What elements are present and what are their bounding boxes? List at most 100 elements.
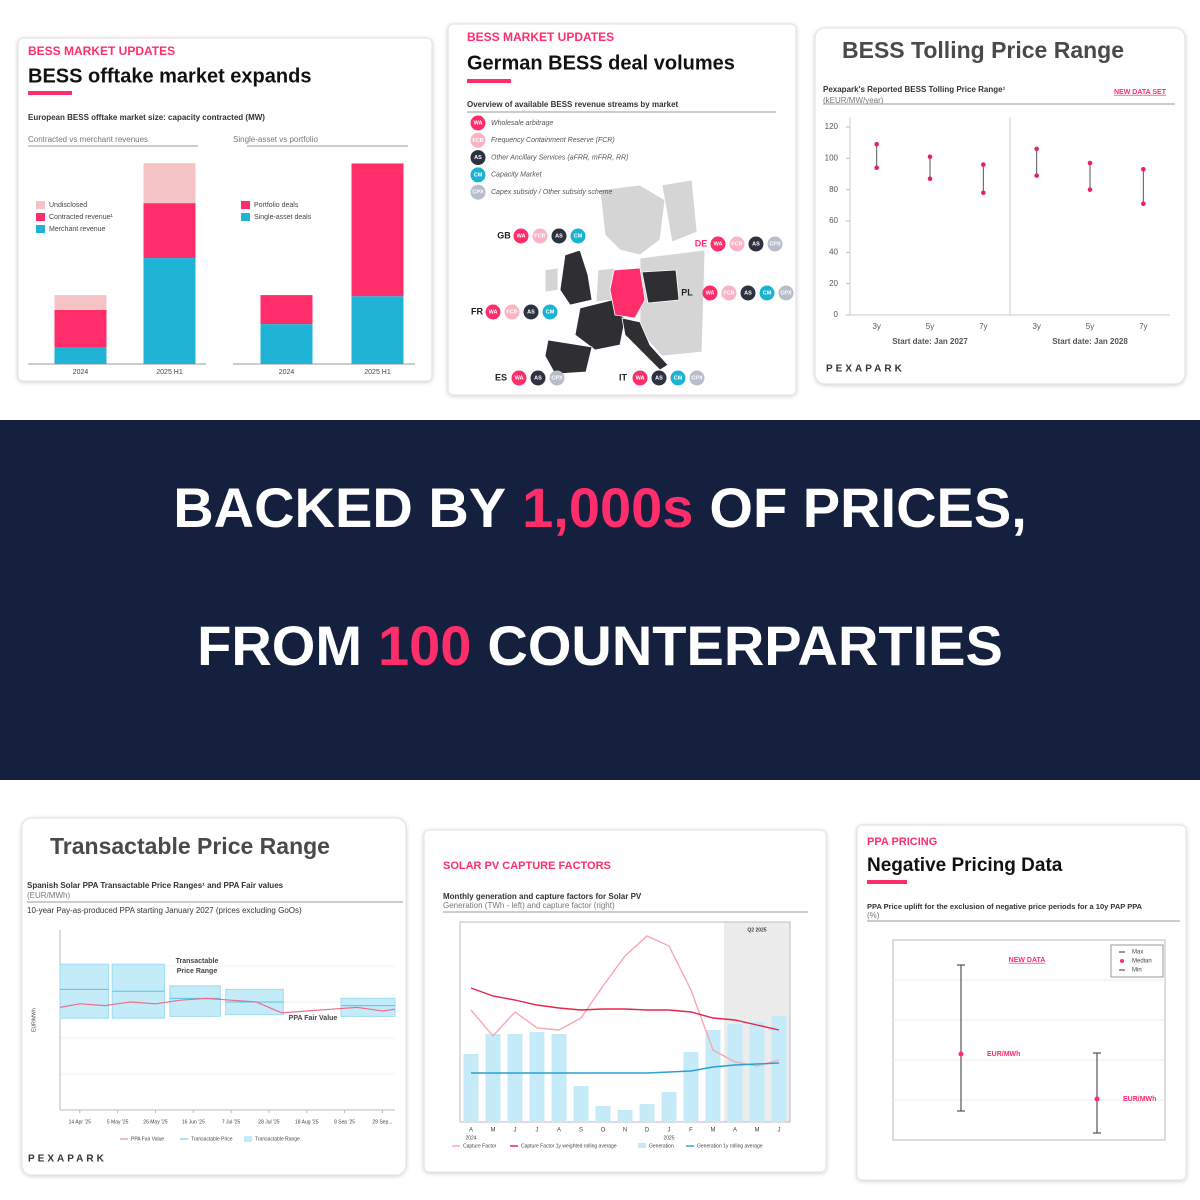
badge-label: WA [636,375,645,381]
x-tick-label: 2024 [279,369,295,376]
year-label: 2025 [663,1135,674,1141]
badge-label: CM [763,290,772,296]
x-tick-label: 8 Sep '25 [334,1119,355,1125]
badge-label: CPX [691,375,703,381]
bar [573,1086,589,1122]
stream-label: Frequency Containment Reserve (FCR) [491,137,615,144]
max-dot [1141,167,1146,172]
panel-subtitle: Spanish Solar PPA Transactable Price Ran… [27,881,284,890]
x-tick-label: 7y [979,322,987,331]
median-dot [958,1051,964,1057]
country-label: IT [619,372,628,382]
bar [683,1052,699,1122]
group-label: Start date: Jan 2027 [892,337,968,346]
x-tick-label: 28 Jul '25 [258,1119,279,1125]
badge-label: FCR [731,241,742,247]
stream-label: Other Ancillary Services (aFRR, mFRR, RR… [491,154,628,161]
legend-label: Transactable Price [191,1136,233,1142]
badge [530,370,546,386]
x-tick-label: A [469,1128,473,1134]
badge [651,370,667,386]
legend-swatch [1120,959,1124,963]
banner-line: BACKED BY 1,000s OF PRICES, [173,476,1027,539]
bar [529,1032,545,1122]
bar [705,1030,721,1122]
bar [749,1022,765,1122]
bar [727,1024,743,1122]
median-dot [1094,1096,1100,1102]
legend-label: Portfolio deals [254,202,299,209]
badge [470,115,486,131]
legend-label: Single-asset deals [254,214,312,221]
badge-label: CPX [769,241,781,247]
legend-label: Generation 1y rolling average [697,1143,763,1149]
bar-segment [351,296,404,364]
max-dot [874,141,879,147]
legend-label: Transactable Range [255,1136,300,1142]
legend-label: Capture Factor 1y weighted rolling avera… [521,1143,617,1149]
x-tick-label: J [668,1128,671,1134]
x-tick-label: O [601,1128,606,1134]
x-tick-label: F [689,1128,693,1134]
map-country [641,269,680,304]
badge [729,236,745,252]
x-tick-label: M [711,1128,716,1134]
map-region [544,267,559,293]
panel-frame [17,37,433,382]
legend-swatch [244,1136,252,1142]
y-tick-label: 40 [829,247,838,256]
banner-background [0,420,1200,780]
x-tick-label: 2025 H1 [364,369,391,376]
banner-word: 1,000s [522,476,693,539]
kicker: BESS MARKET UPDATES [28,44,175,58]
max-dot [927,154,933,160]
badge-label: AS [527,309,535,315]
bar [661,1092,677,1122]
bar-segment [143,258,196,364]
logo: PEXAPARK [826,364,905,375]
min-dot [1087,187,1093,192]
kicker: BESS MARKET UPDATES [467,30,614,44]
legend-label: Median [1132,959,1152,965]
panel-frame [856,824,1187,1181]
legend-label: Min [1132,968,1142,974]
badge-label: AS [534,375,542,381]
range-box [340,997,396,1017]
badge [513,228,529,244]
badge-label: AS [474,155,482,161]
x-tick-label: M [491,1128,496,1134]
bar-segment [351,163,404,297]
x-tick-label: D [645,1128,650,1134]
legend-label: Contracted revenue¹ [49,214,113,221]
x-tick-label: 16 Jun '25 [182,1119,205,1125]
badge [670,370,686,386]
badge [721,285,737,301]
map-country [559,249,593,306]
badge-label: FCR [534,233,545,239]
map-country [609,267,646,319]
badge-label: WA [517,233,526,239]
panel-frame [814,27,1186,385]
badge [504,304,520,320]
bar-segment [54,309,107,347]
badge [551,228,567,244]
logo: PEXAPARK [28,1154,107,1165]
badge [470,184,486,200]
badge-label: WA [474,120,483,126]
y-tick-label: 0 [834,310,839,319]
y-tick-label: 60 [829,216,838,225]
badge [702,285,718,301]
x-tick-label: 5 May '25 [107,1119,129,1125]
min-dot [927,176,933,181]
panel-subtitle: Pexapark's Reported BESS Tolling Price R… [823,85,1006,94]
badge-label: AS [744,290,752,296]
badge [532,228,548,244]
banner-line: FROM 100 COUNTERPARTIES [197,614,1003,677]
annotation: Transactable [176,958,219,965]
stream-label: Capex subsidy / Other subsidy scheme [491,189,612,196]
fair-value-line [59,997,396,1014]
value-unit: EUR/MWh [1123,1096,1156,1103]
bar [463,1054,479,1122]
country-label: DE [695,238,708,248]
highlight-label: Q2 2025 [747,927,766,933]
